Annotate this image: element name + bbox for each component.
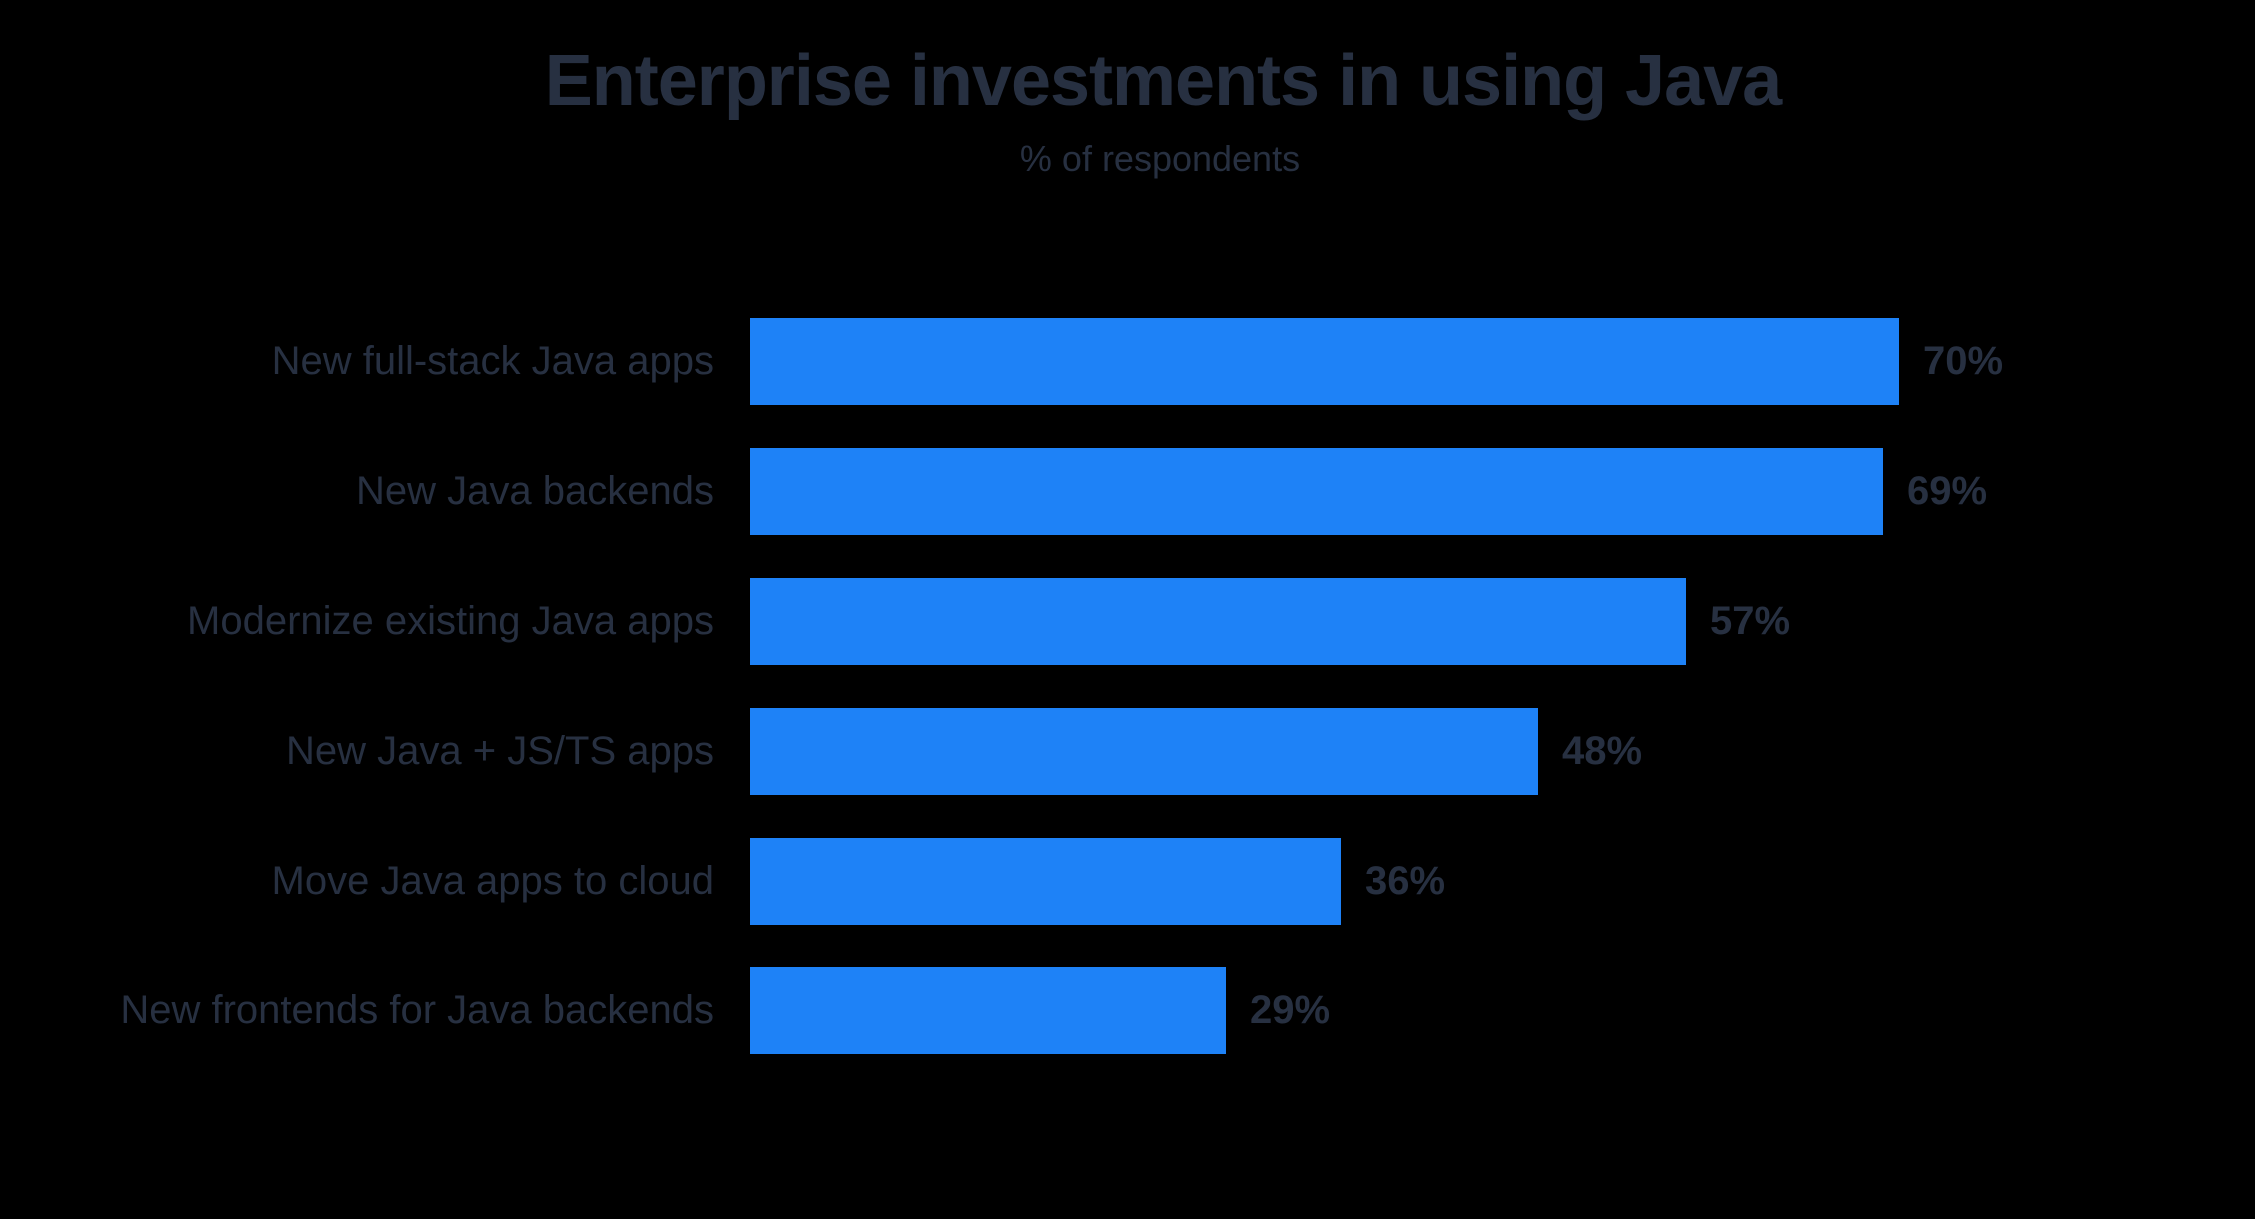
- category-label: New Java backends: [356, 469, 714, 514]
- category-label: New frontends for Java backends: [120, 988, 714, 1033]
- chart-title: Enterprise investments in using Java: [544, 41, 1782, 121]
- bar-row: Move Java apps to cloud 36%: [0, 816, 2255, 946]
- bar-row: Modernize existing Java apps 57%: [0, 557, 2255, 687]
- bar: [750, 837, 1341, 925]
- value-label: 48%: [1562, 728, 1643, 773]
- bar-row: New Java + JS/TS apps 48%: [0, 686, 2255, 816]
- value-label: 29%: [1250, 988, 1331, 1033]
- bar: [750, 577, 1686, 665]
- bar-rows: New full-stack Java apps 70% New Java ba…: [0, 297, 2255, 1076]
- bar: [750, 318, 1899, 406]
- value-label: 36%: [1365, 858, 1446, 903]
- value-label: 69%: [1907, 469, 1988, 514]
- value-label: 70%: [1923, 339, 2004, 384]
- category-label: New Java + JS/TS apps: [286, 728, 714, 773]
- bar-row: New frontends for Java backends 29%: [0, 946, 2255, 1076]
- bar-row: New Java backends 69%: [0, 427, 2255, 557]
- category-label: Modernize existing Java apps: [187, 598, 714, 643]
- bar: [750, 967, 1226, 1055]
- chart-subtitle: % of respondents: [1019, 138, 1301, 179]
- bar: [750, 707, 1538, 795]
- category-label: New full-stack Java apps: [271, 339, 714, 384]
- value-label: 57%: [1710, 598, 1791, 643]
- bar: [750, 448, 1883, 536]
- category-label: Move Java apps to cloud: [271, 858, 714, 903]
- bar-row: New full-stack Java apps 70%: [0, 297, 2255, 427]
